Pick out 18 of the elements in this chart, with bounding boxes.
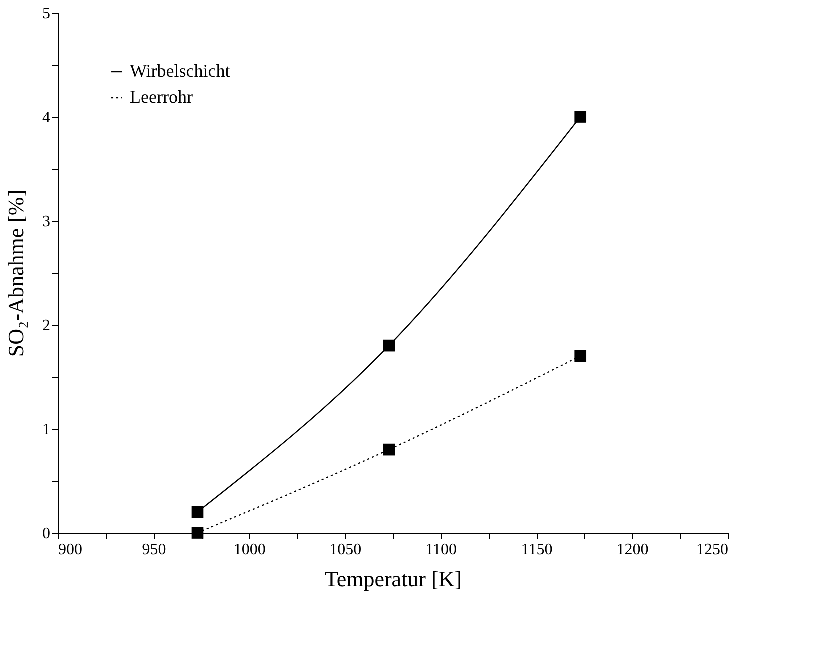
- y-tick-label: 4: [42, 110, 50, 126]
- x-tick-label: 1250: [696, 542, 728, 558]
- legend-label: Leerrohr: [130, 87, 193, 107]
- x-axis-title: Temperatur [K]: [324, 566, 462, 592]
- x-tick-label: 950: [142, 542, 166, 558]
- x-tick-label: 1200: [616, 542, 649, 558]
- x-tick-label: 1150: [521, 542, 553, 558]
- legend-label: Wirbelschicht: [130, 61, 230, 81]
- x-tick-label: 1000: [234, 542, 266, 558]
- y-tick-label: 3: [42, 214, 50, 230]
- x-tick-label: 1100: [426, 542, 458, 558]
- y-tick-label: 2: [42, 318, 50, 334]
- x-tick-label: 1050: [330, 542, 362, 558]
- y-tick-label: 1: [42, 422, 50, 438]
- y-tick-label: 5: [42, 6, 50, 22]
- x-tick-label: 900: [58, 542, 82, 558]
- y-axis-title: SO₂-Abnahme [%]: [4, 190, 28, 358]
- y-tick-label: 0: [42, 526, 50, 542]
